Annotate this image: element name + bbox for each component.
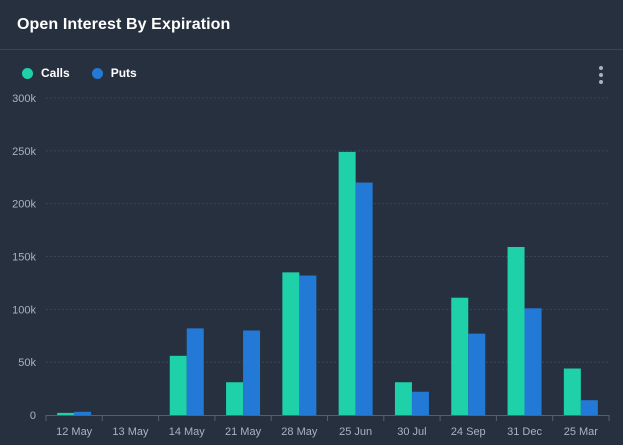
x-tick-label: 21 May xyxy=(225,426,262,438)
x-tick-label: 12 May xyxy=(56,426,93,438)
y-tick-label: 0 xyxy=(30,410,36,422)
calls-bar xyxy=(226,382,244,415)
puts-bar xyxy=(74,411,92,415)
calls-bar xyxy=(57,412,75,415)
puts-bar xyxy=(411,391,429,415)
y-tick-label: 250k xyxy=(12,146,36,158)
legend-label-calls: Calls xyxy=(41,66,70,80)
legend-item-calls[interactable]: Calls xyxy=(22,66,70,80)
puts-bar xyxy=(580,400,598,415)
calls-bar xyxy=(394,382,412,415)
x-tick-label: 25 Jun xyxy=(339,426,372,438)
y-tick-label: 50k xyxy=(18,357,36,369)
puts-bar xyxy=(355,182,373,415)
more-options-icon[interactable] xyxy=(597,66,605,84)
y-tick-label: 300k xyxy=(12,93,36,105)
puts-legend-dot xyxy=(91,67,103,79)
calls-legend-dot xyxy=(22,67,33,79)
puts-bar xyxy=(299,275,317,415)
calls-bar xyxy=(338,151,356,415)
x-tick-label: 13 May xyxy=(112,426,149,438)
legend-item-puts[interactable]: Puts xyxy=(91,66,137,80)
puts-bar xyxy=(186,328,204,415)
panel-header: Open Interest By Expiration xyxy=(0,0,623,50)
calls-bar xyxy=(169,355,187,415)
puts-bar xyxy=(468,333,486,415)
x-tick-label: 24 Sep xyxy=(451,426,486,438)
x-tick-label: 28 May xyxy=(281,426,318,438)
chart-legend: Calls Puts xyxy=(22,66,137,80)
legend-label-puts: Puts xyxy=(110,66,137,80)
y-tick-label: 150k xyxy=(12,252,36,264)
y-tick-label: 100k xyxy=(12,304,36,316)
puts-bar xyxy=(243,330,261,415)
x-tick-label: 30 Jul xyxy=(397,426,426,438)
puts-bar xyxy=(524,308,542,415)
calls-bar xyxy=(507,246,525,415)
x-tick-label: 14 May xyxy=(169,426,206,438)
chart-title: Open Interest By Expiration xyxy=(17,15,231,33)
y-tick-label: 200k xyxy=(12,199,36,211)
calls-bar xyxy=(451,297,469,415)
calls-bar xyxy=(282,272,300,415)
x-tick-label: 31 Dec xyxy=(507,426,542,438)
x-tick-label: 25 Mar xyxy=(564,426,599,438)
calls-bar xyxy=(563,368,581,415)
